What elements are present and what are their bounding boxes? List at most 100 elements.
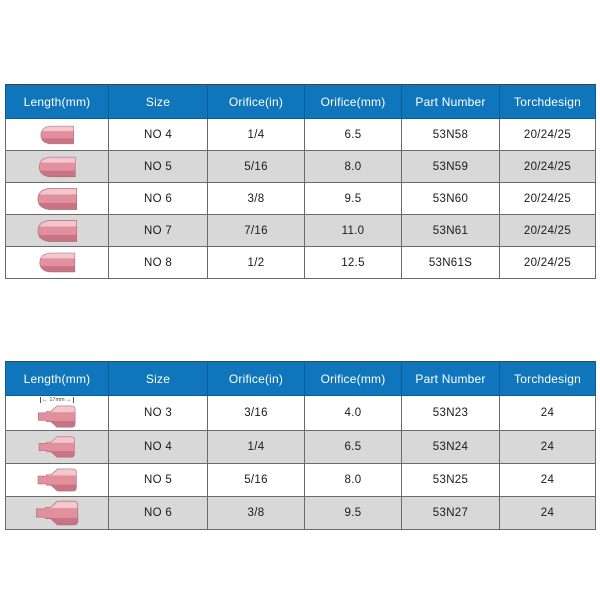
table-row: NO 6 3/8 9.5 53N27 24 [5, 496, 596, 530]
cell-torchdesign: 24 [499, 395, 596, 431]
col-header-orifice-mm: Orifice(mm) [304, 361, 402, 396]
cell-size: NO 4 [108, 118, 208, 151]
col-header-torchdesign: Torchdesign [499, 361, 596, 396]
cell-orifice-mm: 9.5 [304, 182, 402, 215]
cell-orifice-mm: 6.5 [304, 118, 402, 151]
col-header-orifice-in: Orifice(in) [207, 84, 305, 119]
cell-torchdesign: 20/24/25 [499, 182, 596, 215]
table-row: NO 4 1/4 6.5 53N58 20/24/25 [5, 118, 596, 151]
ceramic-nozzle-image [36, 187, 78, 211]
cell-size: NO 6 [108, 496, 208, 530]
cell-part-number: 53N58 [401, 118, 500, 151]
cell-part-number: 53N25 [401, 463, 500, 497]
ceramic-nozzle-icon [38, 436, 75, 458]
cell-length-image: ← 17mm → [5, 395, 109, 431]
ceramic-nozzle-icon [40, 125, 74, 144]
cell-length-image [5, 214, 109, 247]
ceramic-nozzle-image [37, 435, 77, 459]
ceramic-nozzle-icon [39, 252, 76, 273]
ceramic-nozzle-icon [37, 468, 77, 492]
cell-part-number: 53N61 [401, 214, 500, 247]
cell-part-number: 53N60 [401, 182, 500, 215]
ceramic-nozzle-image [38, 125, 76, 145]
cell-torchdesign: 24 [499, 496, 596, 530]
col-header-torchdesign: Torchdesign [499, 84, 596, 119]
product-table-upper: Length(mm) Size Orifice(in) Orifice(mm) Part… [5, 84, 596, 279]
cell-orifice-in: 3/16 [207, 395, 305, 431]
cell-orifice-in: 3/8 [207, 182, 305, 215]
cell-torchdesign: 20/24/25 [499, 150, 596, 183]
cell-part-number: 53N61S [401, 246, 500, 279]
header-row: Length(mm) Size Orifice(in) Orifice(mm) Part… [5, 361, 596, 396]
ceramic-nozzle-icon [37, 219, 78, 242]
cell-part-number: 53N23 [401, 395, 500, 431]
cell-torchdesign: 24 [499, 430, 596, 464]
arrow-left-icon: ← [42, 397, 49, 403]
ceramic-nozzle-icon [37, 187, 78, 210]
cell-size: NO 6 [108, 182, 208, 215]
cell-length-image [5, 463, 109, 497]
nozzle-image-wrap [7, 187, 107, 211]
cell-size: NO 5 [108, 150, 208, 183]
cell-torchdesign: 20/24/25 [499, 118, 596, 151]
ceramic-nozzle-icon [35, 500, 78, 526]
cell-orifice-in: 7/16 [207, 214, 305, 247]
nozzle-image-wrap: ← 17mm → [7, 397, 107, 429]
cell-size: NO 7 [108, 214, 208, 247]
cell-orifice-in: 1/4 [207, 118, 305, 151]
table-row: NO 4 1/4 6.5 53N24 24 [5, 430, 596, 464]
ceramic-nozzle-icon [38, 156, 76, 177]
table-row: ← 17mm → NO 3 3/16 4.0 53N23 24 [5, 395, 596, 431]
cell-orifice-mm: 6.5 [304, 430, 402, 464]
table-row: NO 5 5/16 8.0 53N25 24 [5, 463, 596, 497]
dimension-tick [72, 397, 74, 403]
nozzle-image-wrap [7, 125, 107, 145]
dimension-label: 17mm [49, 397, 65, 403]
nozzle-image-wrap [7, 156, 107, 178]
cell-size: NO 3 [108, 395, 208, 431]
cell-part-number: 53N24 [401, 430, 500, 464]
nozzle-image-wrap [7, 467, 107, 493]
cell-orifice-mm: 9.5 [304, 496, 402, 530]
ceramic-nozzle-image [36, 219, 78, 243]
col-header-part-number: Part Number [401, 361, 500, 396]
cell-length-image [5, 118, 109, 151]
col-header-size: Size [108, 84, 208, 119]
cell-orifice-mm: 8.0 [304, 463, 402, 497]
nozzle-image-wrap [7, 251, 107, 274]
cell-part-number: 53N59 [401, 150, 500, 183]
dimension-tick [40, 397, 42, 403]
ceramic-nozzle-icon [37, 405, 76, 428]
cell-orifice-in: 1/2 [207, 246, 305, 279]
ceramic-nozzle-image [38, 251, 76, 274]
nozzle-image-wrap [7, 219, 107, 243]
cell-torchdesign: 20/24/25 [499, 214, 596, 247]
cell-orifice-mm: 8.0 [304, 150, 402, 183]
cell-length-image [5, 496, 109, 530]
cell-length-image [5, 246, 109, 279]
cell-orifice-in: 5/16 [207, 150, 305, 183]
nozzle-image-wrap [7, 435, 107, 459]
table-row: NO 7 7/16 11.0 53N61 20/24/25 [5, 214, 596, 247]
col-header-part-number: Part Number [401, 84, 500, 119]
cell-orifice-mm: 11.0 [304, 214, 402, 247]
product-table-lower: Length(mm) Size Orifice(in) Orifice(mm) Part… [5, 361, 596, 530]
cell-size: NO 4 [108, 430, 208, 464]
cell-length-image [5, 430, 109, 464]
col-header-length-mm: Length(mm) [5, 84, 109, 119]
upper-product-table: Length(mm) Size Orifice(in) Orifice(mm) Part… [5, 84, 596, 279]
cell-torchdesign: 24 [499, 463, 596, 497]
cell-length-image [5, 150, 109, 183]
cell-part-number: 53N27 [401, 496, 500, 530]
nozzle-image-wrap [7, 499, 107, 527]
ceramic-nozzle-image [37, 404, 77, 429]
cell-orifice-mm: 4.0 [304, 395, 402, 431]
cell-torchdesign: 20/24/25 [499, 246, 596, 279]
table-row: NO 8 1/2 12.5 53N61S 20/24/25 [5, 246, 596, 279]
col-header-size: Size [108, 361, 208, 396]
lower-product-table: Length(mm) Size Orifice(in) Orifice(mm) Part… [5, 361, 596, 530]
cell-orifice-in: 3/8 [207, 496, 305, 530]
table-row: NO 5 5/16 8.0 53N59 20/24/25 [5, 150, 596, 183]
cell-size: NO 5 [108, 463, 208, 497]
